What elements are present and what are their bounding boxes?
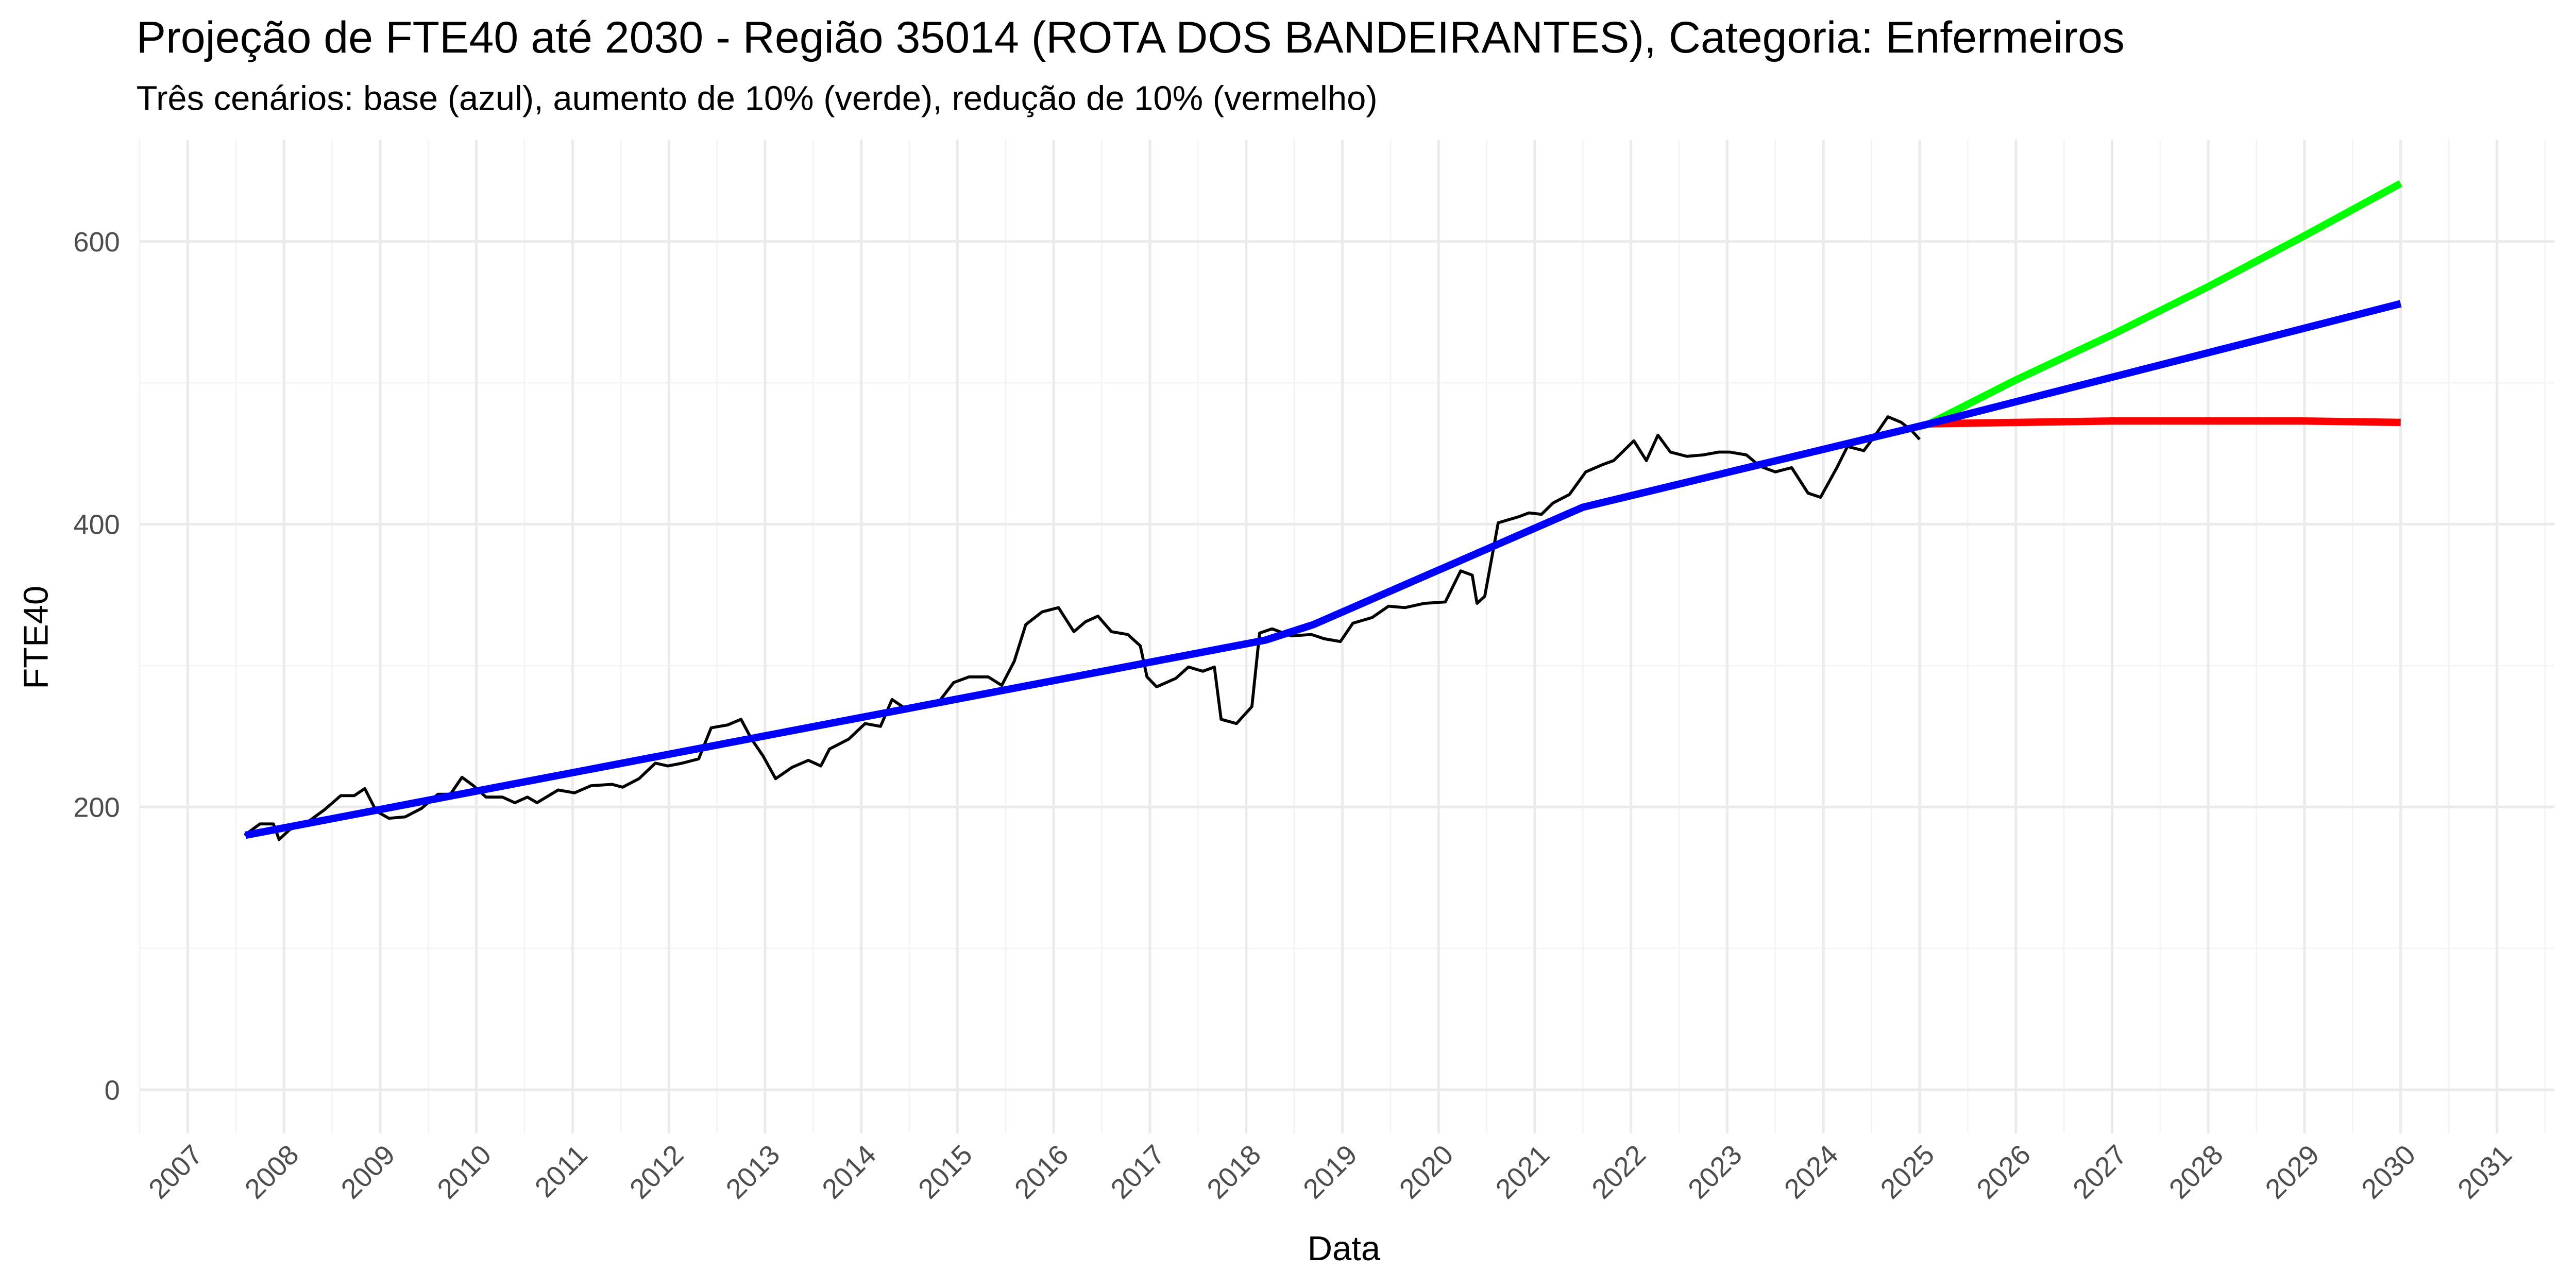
x-tick-label: 2025 — [1875, 1139, 1941, 1205]
x-tick-label: 2009 — [335, 1139, 401, 1205]
x-tick-label: 2028 — [2163, 1139, 2229, 1205]
x-tick-label: 2030 — [2355, 1139, 2421, 1205]
chart-title: Projeção de FTE40 até 2030 - Região 3501… — [137, 13, 2125, 62]
x-tick-label: 2022 — [1586, 1139, 1652, 1205]
x-tick-label: 2026 — [1971, 1139, 2037, 1205]
x-tick-label: 2031 — [2452, 1139, 2518, 1205]
x-tick-label: 2012 — [624, 1139, 690, 1205]
x-tick-label: 2015 — [912, 1139, 978, 1205]
y-tick-label: 400 — [73, 510, 120, 540]
x-tick-label: 2010 — [431, 1139, 497, 1205]
x-tick-label: 2024 — [1778, 1139, 1844, 1205]
series-line — [245, 300, 2402, 839]
chart-subtitle: Três cenários: base (azul), aumento de 1… — [137, 79, 1378, 118]
x-tick-label: 2020 — [1394, 1139, 1460, 1205]
x-tick-label: 2023 — [1682, 1139, 1748, 1205]
x-axis-title: Data — [1308, 1229, 1381, 1268]
x-tick-label: 2017 — [1105, 1139, 1171, 1205]
x-tick-label: 2008 — [239, 1139, 305, 1205]
x-tick-label: 2011 — [529, 1139, 594, 1204]
x-tick-label: 2016 — [1009, 1139, 1075, 1205]
x-tick-label: 2019 — [1297, 1139, 1363, 1205]
x-tick-label: 2014 — [816, 1139, 882, 1205]
y-tick-label: 200 — [73, 792, 120, 823]
x-tick-label: 2007 — [143, 1139, 209, 1205]
y-tick-label: 0 — [105, 1075, 120, 1106]
series-line — [1929, 417, 2401, 428]
y-tick-label: 600 — [73, 227, 120, 258]
x-tick-label: 2021 — [1490, 1139, 1556, 1205]
y-axis-title: FTE40 — [16, 586, 55, 689]
plot-area — [243, 180, 2403, 841]
series-line — [1927, 180, 2403, 428]
x-tick-label: 2027 — [2067, 1139, 2133, 1205]
series-line — [243, 415, 1921, 841]
grid — [139, 140, 2555, 1134]
x-tick-label: 2018 — [1201, 1139, 1267, 1205]
x-tick-label: 2029 — [2260, 1139, 2326, 1205]
x-tick-label: 2013 — [720, 1139, 786, 1205]
